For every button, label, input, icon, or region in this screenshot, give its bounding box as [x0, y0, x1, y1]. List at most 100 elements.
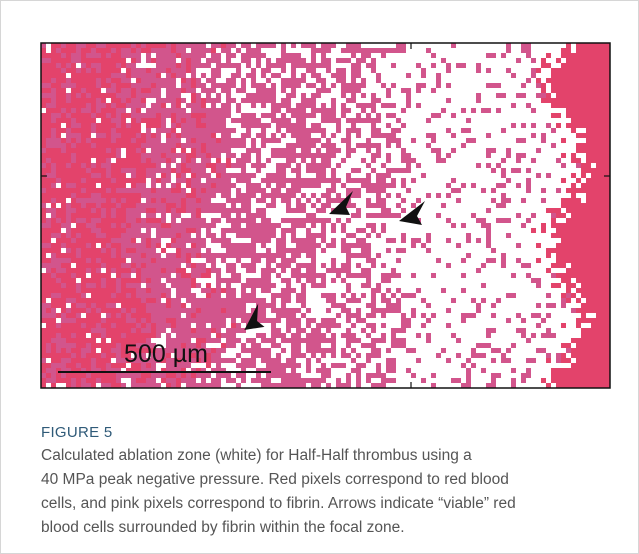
- pixel: [566, 343, 571, 348]
- pixel: [356, 133, 361, 138]
- pixel: [281, 338, 286, 343]
- pixel: [171, 258, 176, 263]
- pixel: [101, 243, 106, 248]
- pixel: [181, 193, 186, 198]
- pixel: [226, 163, 231, 168]
- pixel: [171, 148, 176, 153]
- pixel: [556, 88, 561, 93]
- pixel: [56, 298, 61, 303]
- pixel: [66, 118, 71, 123]
- pixel: [66, 138, 71, 143]
- pixel: [61, 73, 66, 78]
- pixel: [306, 218, 311, 223]
- pixel: [156, 333, 161, 338]
- pixel: [161, 258, 166, 263]
- pixel: [191, 63, 196, 68]
- pixel: [436, 73, 441, 78]
- pixel: [316, 273, 321, 278]
- pixel: [271, 223, 276, 228]
- scale-label: 500 µm: [124, 340, 208, 368]
- pixel: [576, 93, 581, 98]
- pixel: [191, 163, 196, 168]
- pixel: [326, 323, 331, 328]
- pixel: [256, 98, 261, 103]
- pixel: [241, 343, 246, 348]
- pixel: [516, 213, 521, 218]
- pixel: [271, 203, 276, 208]
- pixel: [506, 233, 511, 238]
- pixel: [301, 128, 306, 133]
- pixel: [596, 98, 601, 103]
- pixel: [161, 313, 166, 318]
- pixel: [136, 128, 141, 133]
- pixel: [216, 238, 221, 243]
- pixel: [166, 158, 171, 163]
- pixel: [81, 228, 86, 233]
- pixel: [76, 58, 81, 63]
- pixel: [286, 338, 291, 343]
- pixel: [556, 353, 561, 358]
- pixel: [276, 243, 281, 248]
- pixel: [546, 173, 551, 178]
- pixel: [471, 183, 476, 188]
- pixel: [51, 123, 56, 128]
- pixel: [586, 198, 591, 203]
- pixel: [266, 113, 271, 118]
- pixel: [116, 73, 121, 78]
- pixel: [76, 173, 81, 178]
- pixel: [266, 63, 271, 68]
- pixel: [71, 308, 76, 313]
- pixel: [116, 93, 121, 98]
- pixel: [581, 318, 586, 323]
- pixel: [96, 248, 101, 253]
- pixel: [146, 48, 151, 53]
- pixel: [151, 258, 156, 263]
- pixel: [216, 188, 221, 193]
- pixel: [121, 83, 126, 88]
- pixel: [361, 248, 366, 253]
- pixel: [296, 53, 301, 58]
- pixel: [441, 288, 446, 293]
- pixel: [181, 328, 186, 333]
- pixel: [61, 103, 66, 108]
- pixel: [101, 283, 106, 288]
- pixel: [426, 318, 431, 323]
- pixel: [531, 108, 536, 113]
- pixel: [286, 313, 291, 318]
- pixel: [586, 128, 591, 133]
- pixel: [581, 343, 586, 348]
- pixel: [126, 68, 131, 73]
- pixel: [101, 353, 106, 358]
- pixel: [51, 323, 56, 328]
- pixel: [571, 123, 576, 128]
- pixel: [231, 263, 236, 268]
- pixel: [66, 263, 71, 268]
- pixel: [281, 373, 286, 378]
- pixel: [481, 353, 486, 358]
- pixel: [186, 293, 191, 298]
- pixel: [246, 223, 251, 228]
- pixel: [326, 58, 331, 63]
- pixel: [246, 283, 251, 288]
- pixel: [356, 353, 361, 358]
- pixel: [561, 78, 566, 83]
- pixel: [591, 333, 596, 338]
- pixel: [371, 183, 376, 188]
- pixel: [306, 163, 311, 168]
- pixel: [161, 268, 166, 273]
- pixel: [256, 163, 261, 168]
- pixel: [586, 93, 591, 98]
- pixel: [151, 293, 156, 298]
- pixel: [86, 183, 91, 188]
- pixel: [46, 63, 51, 68]
- pixel: [281, 263, 286, 268]
- pixel: [516, 183, 521, 188]
- pixel: [496, 203, 501, 208]
- pixel: [546, 268, 551, 273]
- pixel: [296, 363, 301, 368]
- pixel: [76, 303, 81, 308]
- pixel: [266, 223, 271, 228]
- pixel: [271, 358, 276, 363]
- pixel: [166, 128, 171, 133]
- pixel: [286, 198, 291, 203]
